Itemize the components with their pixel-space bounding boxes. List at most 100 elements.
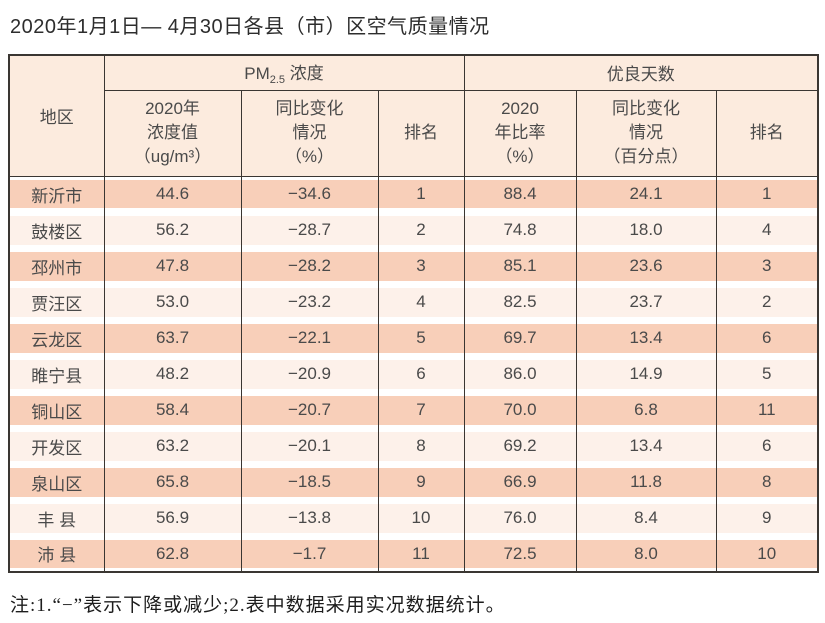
pm25-value-cell: 62.8 xyxy=(103,536,242,572)
pm25-change-cell: −20.1 xyxy=(240,428,379,464)
pm25-value-cell: 63.7 xyxy=(103,320,242,356)
pm25-rank-cell: 3 xyxy=(377,248,465,284)
pm25-value-cell: 44.6 xyxy=(103,176,242,212)
column-header-pm25-rank: 排名 xyxy=(377,89,465,177)
good-days-change-cell: 24.1 xyxy=(575,176,717,212)
region-cell: 新沂市 xyxy=(8,176,105,212)
pm25-value-cell: 56.2 xyxy=(103,212,242,248)
good-days-change-cell: 23.6 xyxy=(575,248,717,284)
footnote: 注:1.“−”表示下降或减少;2.表中数据采用实况数据统计。 xyxy=(10,595,506,616)
table-row: 新沂市 44.6 −34.6 1 88.4 24.1 1 xyxy=(8,176,819,212)
good-days-change-cell: 14.9 xyxy=(575,356,717,392)
good-days-ratio-cell: 88.4 xyxy=(463,176,577,212)
pm25-value-cell: 65.8 xyxy=(103,464,242,500)
air-quality-table: 地区 PM2.5 浓度 优良天数 2020年 浓度值 （ug/m³） 同比变化 … xyxy=(8,54,820,573)
column-header-good-days-change: 同比变化 情况 （百分点） xyxy=(575,89,717,177)
good-days-rank-cell: 8 xyxy=(715,464,819,500)
good-days-rank-cell: 2 xyxy=(715,284,819,320)
good-days-ratio-cell: 86.0 xyxy=(463,356,577,392)
good-days-rank-cell: 5 xyxy=(715,356,819,392)
pm25-rank-cell: 5 xyxy=(377,320,465,356)
table-row: 丰 县 56.9 −13.8 10 76.0 8.4 9 xyxy=(8,500,819,536)
pm25-change-cell: −28.2 xyxy=(240,248,379,284)
good-days-rank-cell: 10 xyxy=(715,536,819,572)
region-cell: 开发区 xyxy=(8,428,105,464)
region-cell: 邳州市 xyxy=(8,248,105,284)
good-days-rank-cell: 3 xyxy=(715,248,819,284)
table-row: 睢宁县 48.2 −20.9 6 86.0 14.9 5 xyxy=(8,356,819,392)
good-days-ratio-cell: 70.0 xyxy=(463,392,577,428)
good-days-change-cell: 23.7 xyxy=(575,284,717,320)
good-days-change-cell: 8.0 xyxy=(575,536,717,572)
table-row: 邳州市 47.8 −28.2 3 85.1 23.6 3 xyxy=(8,248,819,284)
pm25-change-cell: −13.8 xyxy=(240,500,379,536)
column-header-pm25-change: 同比变化 情况 （%） xyxy=(240,89,379,177)
pm25-rank-cell: 4 xyxy=(377,284,465,320)
pm25-label-subscript: 2.5 xyxy=(269,74,286,87)
pm25-rank-cell: 6 xyxy=(377,356,465,392)
pm25-rank-cell: 7 xyxy=(377,392,465,428)
good-days-ratio-cell: 66.9 xyxy=(463,464,577,500)
pm25-change-cell: −28.7 xyxy=(240,212,379,248)
pm25-change-cell: −34.6 xyxy=(240,176,379,212)
header-sub-row: 2020年 浓度值 （ug/m³） 同比变化 情况 （%） 排名 2020 年比… xyxy=(9,89,819,177)
table-row: 开发区 63.2 −20.1 8 69.2 13.4 6 xyxy=(8,428,819,464)
good-days-ratio-cell: 74.8 xyxy=(463,212,577,248)
region-cell: 泉山区 xyxy=(8,464,105,500)
pm25-change-cell: −23.2 xyxy=(240,284,379,320)
pm25-value-cell: 53.0 xyxy=(103,284,242,320)
pm25-rank-cell: 2 xyxy=(377,212,465,248)
pm25-value-cell: 63.2 xyxy=(103,428,242,464)
pm25-rank-cell: 10 xyxy=(377,500,465,536)
region-cell: 云龙区 xyxy=(8,320,105,356)
pm25-value-cell: 48.2 xyxy=(103,356,242,392)
good-days-ratio-cell: 82.5 xyxy=(463,284,577,320)
good-days-rank-cell: 1 xyxy=(715,176,819,212)
table-row: 铜山区 58.4 −20.7 7 70.0 6.8 11 xyxy=(8,392,819,428)
good-days-change-cell: 6.8 xyxy=(575,392,717,428)
column-header-good-days-ratio: 2020 年比率 （%） xyxy=(463,89,577,177)
pm25-rank-cell: 8 xyxy=(377,428,465,464)
pm25-change-cell: −20.9 xyxy=(240,356,379,392)
pm25-change-cell: −18.5 xyxy=(240,464,379,500)
column-group-pm25: PM2.5 浓度 xyxy=(103,54,465,91)
table-body: 新沂市 44.6 −34.6 1 88.4 24.1 1 鼓楼区 56.2 −28.7 2 74.8 1… xyxy=(8,176,819,572)
good-days-change-cell: 13.4 xyxy=(575,428,717,464)
region-cell: 睢宁县 xyxy=(8,356,105,392)
column-header-good-days-rank: 排名 xyxy=(715,89,819,177)
good-days-change-cell: 18.0 xyxy=(575,212,717,248)
region-cell: 鼓楼区 xyxy=(8,212,105,248)
good-days-ratio-cell: 85.1 xyxy=(463,248,577,284)
good-days-ratio-cell: 72.5 xyxy=(463,536,577,572)
pm25-change-cell: −1.7 xyxy=(240,536,379,572)
table-row: 云龙区 63.7 −22.1 5 69.7 13.4 6 xyxy=(8,320,819,356)
pm25-rank-cell: 11 xyxy=(377,536,465,572)
pm25-value-cell: 47.8 xyxy=(103,248,242,284)
pm25-value-cell: 56.9 xyxy=(103,500,242,536)
good-days-ratio-cell: 69.2 xyxy=(463,428,577,464)
region-cell: 丰 县 xyxy=(8,500,105,536)
header-group-row: 地区 PM2.5 浓度 优良天数 xyxy=(8,54,819,177)
pm25-value-cell: 58.4 xyxy=(103,392,242,428)
column-header-region: 地区 xyxy=(8,54,105,177)
table-row: 贾汪区 53.0 −23.2 4 82.5 23.7 2 xyxy=(8,284,819,320)
table-row: 泉山区 65.8 −18.5 9 66.9 11.8 8 xyxy=(8,464,819,500)
region-cell: 贾汪区 xyxy=(8,284,105,320)
pm25-rank-cell: 1 xyxy=(377,176,465,212)
pm25-label-prefix: PM xyxy=(244,64,270,84)
good-days-rank-cell: 6 xyxy=(715,320,819,356)
page-title: 2020年1月1日— 4月30日各县（市）区空气质量情况 xyxy=(10,16,490,38)
good-days-ratio-cell: 76.0 xyxy=(463,500,577,536)
pm25-label-suffix: 浓度 xyxy=(285,64,324,84)
column-header-pm25-value: 2020年 浓度值 （ug/m³） xyxy=(103,89,242,177)
good-days-rank-cell: 9 xyxy=(715,500,819,536)
table-row: 鼓楼区 56.2 −28.7 2 74.8 18.0 4 xyxy=(8,212,819,248)
good-days-change-cell: 13.4 xyxy=(575,320,717,356)
good-days-ratio-cell: 69.7 xyxy=(463,320,577,356)
good-days-change-cell: 8.4 xyxy=(575,500,717,536)
pm25-rank-cell: 9 xyxy=(377,464,465,500)
good-days-rank-cell: 6 xyxy=(715,428,819,464)
table-row: 沛 县 62.8 −1.7 11 72.5 8.0 10 xyxy=(8,536,819,572)
table-header: 地区 PM2.5 浓度 优良天数 2020年 浓度值 （ug/m³） 同比变化 … xyxy=(8,54,819,177)
